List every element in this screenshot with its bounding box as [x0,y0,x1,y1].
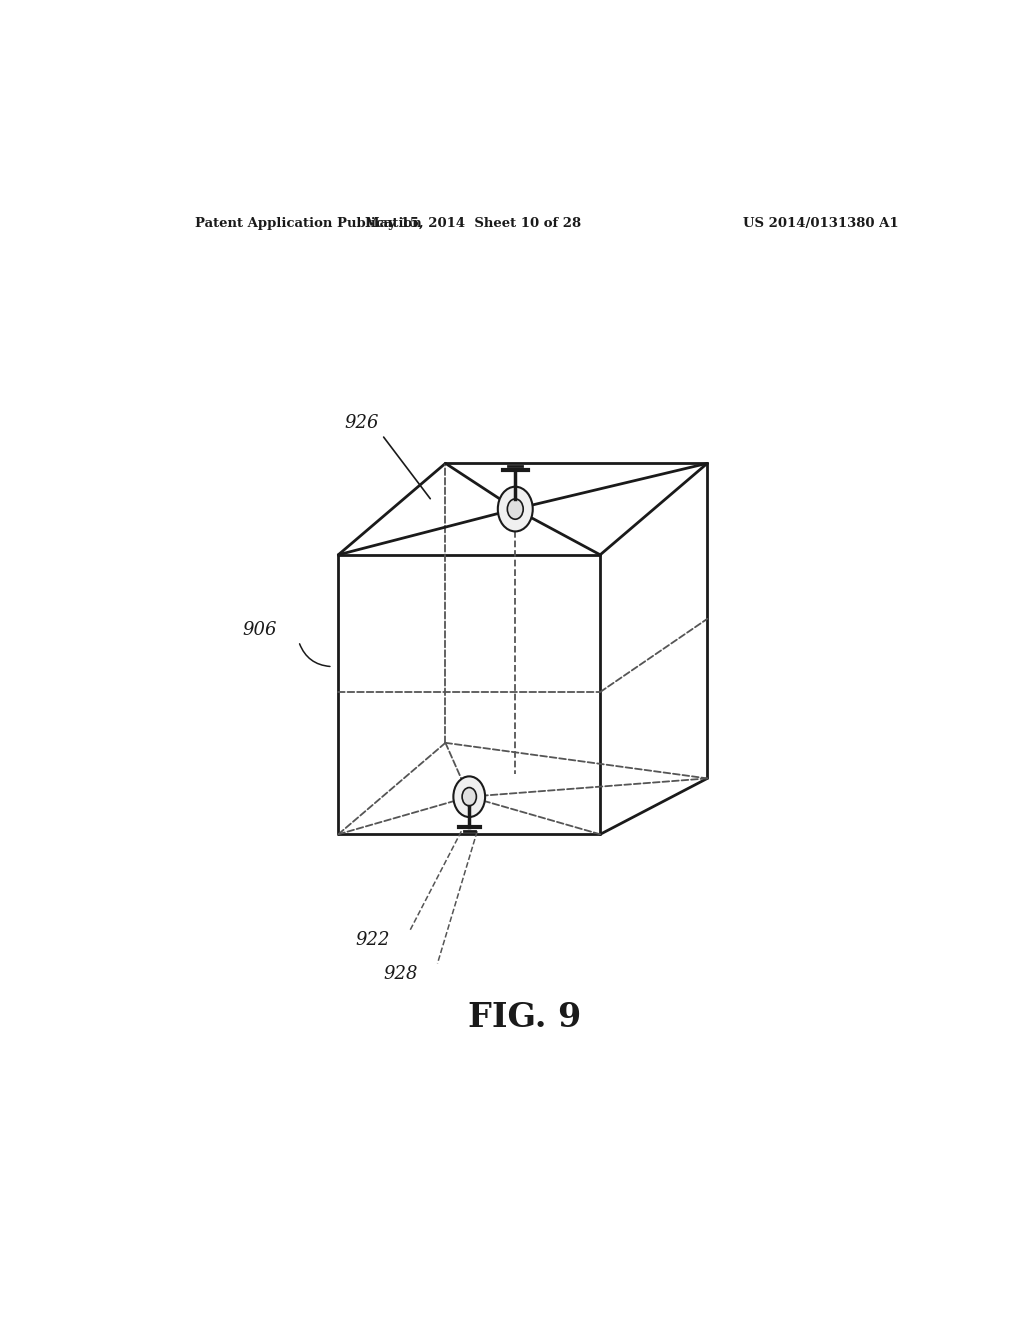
Circle shape [498,487,532,532]
Circle shape [462,788,476,805]
Text: US 2014/0131380 A1: US 2014/0131380 A1 [743,218,899,231]
Text: May 15, 2014  Sheet 10 of 28: May 15, 2014 Sheet 10 of 28 [366,218,582,231]
Text: 928: 928 [383,965,418,982]
Circle shape [507,499,523,519]
Text: FIG. 9: FIG. 9 [468,1001,582,1034]
Circle shape [454,776,485,817]
Text: 922: 922 [355,931,390,949]
Text: 926: 926 [345,413,379,432]
Text: Patent Application Publication: Patent Application Publication [196,218,422,231]
Text: 906: 906 [243,620,278,639]
